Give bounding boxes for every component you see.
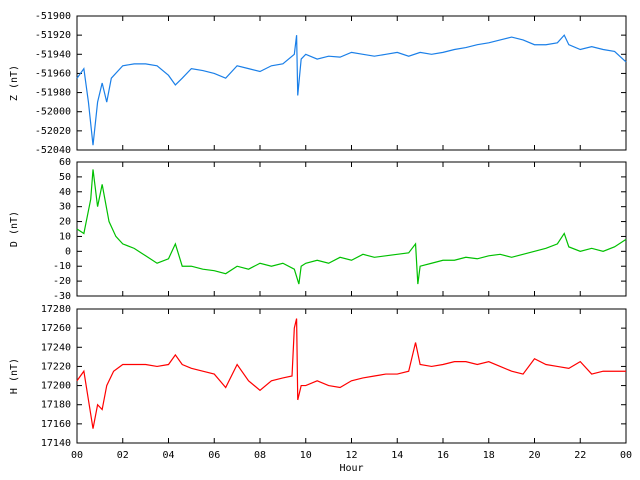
x-tick-label: 00 xyxy=(71,450,83,461)
y-tick-label: -51980 xyxy=(35,88,71,99)
x-tick-label: 02 xyxy=(117,450,129,461)
plot-frame xyxy=(76,161,627,297)
data-line xyxy=(76,34,627,146)
x-tick-label: 04 xyxy=(162,450,174,461)
data-line xyxy=(76,318,626,429)
y-tick-label: 17280 xyxy=(41,304,71,315)
y-tick-label: 17260 xyxy=(41,323,71,334)
y-tick-label: 60 xyxy=(59,157,71,168)
y-tick-label: 17160 xyxy=(41,419,71,430)
y-tick-label: 17200 xyxy=(41,381,71,392)
x-tick-label: 10 xyxy=(300,450,312,461)
y-tick-label: -10 xyxy=(53,261,71,272)
y-tick-label: 10 xyxy=(59,231,71,242)
y-tick-label: -52000 xyxy=(35,107,71,118)
y-tick-label: 17180 xyxy=(41,400,71,411)
y-tick-label: 17240 xyxy=(41,342,71,353)
y-axis-label: H (nT) xyxy=(9,358,20,394)
y-tick-label: 20 xyxy=(59,217,71,228)
y-tick-label: 50 xyxy=(59,172,71,183)
y-tick-label: -51920 xyxy=(35,30,71,41)
x-tick-label: 12 xyxy=(345,450,357,461)
x-tick-label: 14 xyxy=(391,450,403,461)
data-line xyxy=(76,169,627,285)
y-tick-label: 40 xyxy=(59,187,71,198)
plot-frame xyxy=(76,308,627,444)
x-tick-label: 06 xyxy=(208,450,220,461)
y-tick-label: -30 xyxy=(53,291,71,302)
y-tick-label: 17220 xyxy=(41,361,71,372)
x-tick-label: 08 xyxy=(254,450,266,461)
y-tick-label: -52040 xyxy=(35,145,71,156)
plot-frame xyxy=(76,15,627,151)
x-tick-label: 16 xyxy=(437,450,449,461)
y-axis-label: Z (nT) xyxy=(9,65,20,101)
y-tick-label: 17140 xyxy=(41,438,71,449)
x-tick-label: 00 xyxy=(620,450,632,461)
y-axis-label: D (nT) xyxy=(9,211,20,247)
y-tick-label: 0 xyxy=(65,246,71,257)
y-tick-label: -52020 xyxy=(35,126,71,137)
x-axis-label: Hour xyxy=(339,463,363,474)
x-tick-label: 20 xyxy=(528,450,540,461)
x-tick-label: 22 xyxy=(574,450,586,461)
y-tick-label: -51960 xyxy=(35,68,71,79)
y-tick-label: -51940 xyxy=(35,49,71,60)
y-tick-label: -20 xyxy=(53,276,71,287)
x-tick-label: 18 xyxy=(483,450,495,461)
y-tick-label: -51900 xyxy=(35,11,71,22)
y-tick-label: 30 xyxy=(59,202,71,213)
